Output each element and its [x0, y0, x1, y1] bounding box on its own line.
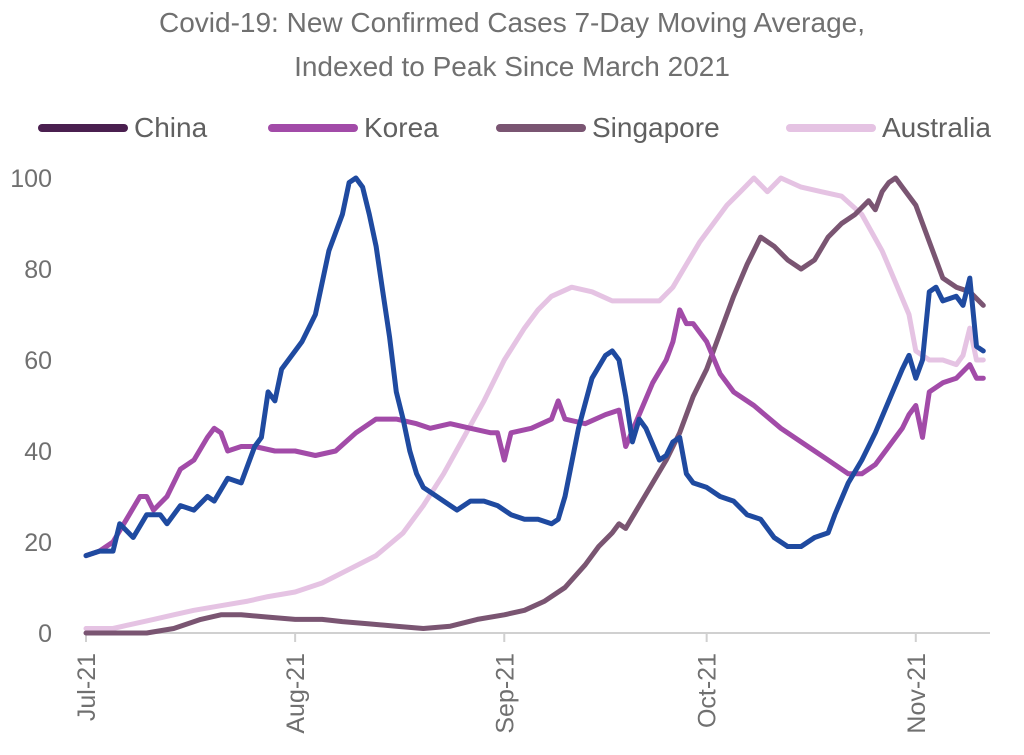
x-tick-label-Jul-21: Jul-21: [73, 653, 101, 721]
legend-item-china: China: [38, 108, 207, 148]
legend-label-australia: Australia: [882, 112, 991, 143]
x-tick-label-Sep-21: Sep-21: [491, 653, 519, 734]
legend-label-singapore: Singapore: [592, 112, 720, 143]
legend-swatch-china: [38, 124, 128, 132]
legend-label-china: China: [134, 112, 208, 143]
x-tick-label-Nov-21: Nov-21: [903, 653, 931, 734]
series-line-china: [83, 175, 986, 559]
x-tick-label-Oct-21: Oct-21: [694, 653, 722, 728]
series-line-singapore: [83, 175, 986, 636]
y-tick-label-40: 40: [24, 438, 52, 466]
y-tick-label-80: 80: [24, 256, 52, 284]
legend-item-singapore: Singapore: [496, 108, 720, 148]
legend-item-australia: Australia: [786, 108, 991, 148]
legend-label-korea: Korea: [364, 112, 439, 143]
chart-title-line-1: Covid-19: New Confirmed Cases 7-Day Movi…: [158, 7, 865, 38]
y-tick-label-60: 60: [24, 347, 52, 375]
y-tick-label-100: 100: [10, 165, 52, 193]
x-tick-label-Aug-21: Aug-21: [282, 653, 310, 734]
series-line-australia: [83, 175, 986, 631]
chart-title-line-2: Indexed to Peak Since March 2021: [294, 51, 730, 82]
legend-swatch-singapore: [496, 124, 586, 132]
y-tick-label-0: 0: [38, 620, 52, 648]
chart-legend: China Korea Singapore Australia: [30, 108, 1020, 148]
legend-item-korea: Korea: [268, 108, 439, 148]
y-tick-label-20: 20: [24, 529, 52, 557]
series-line-korea: [83, 307, 986, 559]
legend-swatch-korea: [268, 124, 358, 132]
legend-swatch-australia: [786, 124, 876, 132]
